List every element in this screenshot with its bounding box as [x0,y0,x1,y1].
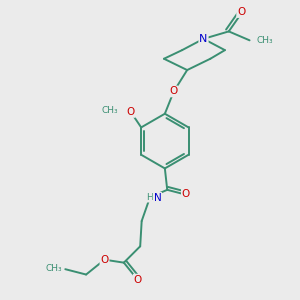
Text: O: O [100,255,109,265]
Text: O: O [127,107,135,117]
Text: O: O [237,7,245,17]
Text: CH₃: CH₃ [256,36,273,45]
Text: O: O [170,86,178,96]
Text: CH₃: CH₃ [45,264,62,273]
Text: CH₃: CH₃ [102,106,118,115]
Text: O: O [134,274,142,285]
Text: O: O [182,189,190,199]
Text: H: H [147,193,153,202]
Text: N: N [199,34,208,44]
Text: N: N [154,193,161,203]
